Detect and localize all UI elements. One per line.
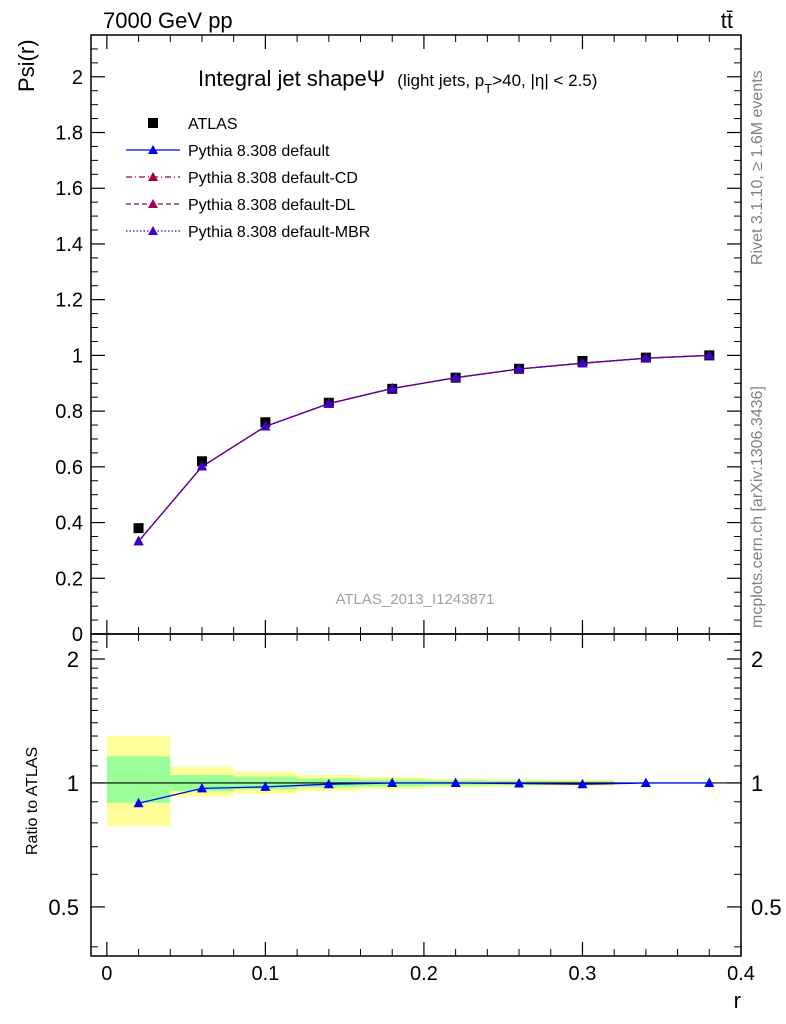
legend-entry-default-cd: Pythia 8.308 default-CD xyxy=(126,170,358,187)
main-y-tick-label: 1.4 xyxy=(55,234,83,256)
ratio-marker xyxy=(196,782,207,793)
legend-marker-default-dl xyxy=(148,199,158,208)
ratio-ylabel: Ratio to ATLAS xyxy=(24,747,41,855)
marker-pythia-8-308-default-mbr xyxy=(450,372,461,382)
main-axes: 0 0.2 0.4 0.6 0.8 1 1.2 1.4 1.6 1.8 2 xyxy=(55,34,742,646)
main-subtitle-sub: T xyxy=(484,81,492,96)
main-y-tick-label: 1.2 xyxy=(55,290,83,312)
energy-label: 7000 GeV pp xyxy=(103,8,233,33)
analysis-watermark: ATLAS_2013_I1243871 xyxy=(335,591,494,608)
marker-pythia-8-308-default-mbr xyxy=(640,352,651,363)
main-y-tick-label: 1.6 xyxy=(55,178,83,200)
ratio-series-line xyxy=(138,782,710,804)
ratio-y-tick-label-right: 2 xyxy=(751,647,763,672)
marker-pythia-8-308-default-mbr xyxy=(514,363,525,374)
x-axis-label: r xyxy=(734,988,741,1013)
x-tick-label: 0 xyxy=(101,963,112,985)
marker-pythia-8-308-default-mbr xyxy=(133,535,144,546)
uncertainty-band-inner xyxy=(106,756,171,803)
ratio-marker xyxy=(640,777,651,787)
main-y-tick-label: 0 xyxy=(72,624,83,646)
legend-marker-default-mbr xyxy=(148,226,158,235)
main-y-tick-label: 0.4 xyxy=(55,513,83,535)
ratio-panel: 0.5 0.5 1 1 2 2 0 0.1 0.2 0.3 0.4 Ratio to ATLAS r xyxy=(24,633,782,1013)
ratio-frame xyxy=(90,633,742,957)
legend-marker-atlas xyxy=(148,118,158,128)
main-title: Integral jet shapeΨ (light jets, pT>40, … xyxy=(198,66,597,96)
legend-entry-default: Pythia 8.308 default xyxy=(126,143,330,160)
main-subtitle-part2: >40, |η| < 2.5) xyxy=(492,71,597,90)
legend-label-default: Pythia 8.308 default xyxy=(188,143,330,160)
process-label: tt̄ xyxy=(721,8,733,33)
marker-pythia-8-308-default-mbr xyxy=(196,461,207,471)
main-plot-content xyxy=(133,349,715,546)
ratio-marker xyxy=(323,778,334,789)
ratio-marker xyxy=(577,778,588,789)
ratio-marker xyxy=(260,781,271,791)
main-y-tick-label: 1 xyxy=(72,345,83,367)
legend-entry-default-dl: Pythia 8.308 default-DL xyxy=(126,197,355,214)
main-subtitle-part1: (light jets, p xyxy=(397,71,484,90)
ratio-marker xyxy=(514,777,525,788)
ratio-axes: 0.5 0.5 1 1 2 2 0 0.1 0.2 0.3 0.4 xyxy=(48,633,782,985)
mcplots-label: mcplots.cern.ch [arXiv:1306.3436] xyxy=(749,386,766,628)
ratio-y-tick-label: 0.5 xyxy=(48,895,79,920)
ratio-y-tick-label-right: 0.5 xyxy=(751,895,782,920)
series-line-pythia-8-308-default-mbr xyxy=(138,354,710,542)
legend-marker-default-cd xyxy=(148,172,158,181)
ratio-y-tick-label: 2 xyxy=(67,647,79,672)
marker-pythia-8-308-default-mbr xyxy=(260,420,271,431)
marker-pythia-8-308-default-mbr xyxy=(704,349,715,360)
main-panel: 0 0.2 0.4 0.6 0.8 1 1.2 1.4 1.6 1.8 2 Integral jet… xyxy=(14,34,742,646)
ratio-marker xyxy=(133,797,144,808)
ratio-marker xyxy=(387,777,398,787)
legend-label-atlas: ATLAS xyxy=(188,116,238,133)
marker-pythia-8-308-default-mbr xyxy=(577,357,588,368)
legend: ATLAS Pythia 8.308 default Pythia 8.308 … xyxy=(126,116,370,241)
legend-label-default-cd: Pythia 8.308 default-CD xyxy=(188,170,358,187)
ratio-marker xyxy=(704,777,715,787)
main-y-tick-label: 2 xyxy=(72,67,83,89)
x-tick-label: 0.3 xyxy=(569,963,597,985)
ratio-marker xyxy=(450,777,461,787)
main-y-tick-label: 1.8 xyxy=(55,123,83,145)
marker-pythia-8-308-default-mbr xyxy=(323,398,334,408)
legend-label-default-dl: Pythia 8.308 default-DL xyxy=(188,197,355,214)
x-tick-label: 0.2 xyxy=(410,963,438,985)
data-point-atlas xyxy=(133,523,144,534)
x-tick-label: 0.4 xyxy=(727,963,755,985)
marker-pythia-8-308-default-mbr xyxy=(387,383,398,393)
legend-entry-default-mbr: Pythia 8.308 default-MBR xyxy=(126,224,370,241)
main-ylabel: Psi(r) xyxy=(14,39,39,92)
main-y-tick-label: 0.2 xyxy=(55,568,83,590)
ratio-y-tick-label-right: 1 xyxy=(751,771,763,796)
main-y-tick-label: 0.8 xyxy=(55,401,83,423)
main-y-tick-label: 0.6 xyxy=(55,457,83,479)
legend-label-default-mbr: Pythia 8.308 default-MBR xyxy=(188,224,370,241)
ratio-y-tick-label: 1 xyxy=(67,771,79,796)
series-line-pythia-8-308-default-dl xyxy=(138,354,710,542)
legend-marker-default xyxy=(148,145,158,154)
main-title-text: Integral jet shapeΨ xyxy=(198,66,385,91)
ratio-plot-content xyxy=(91,736,741,827)
x-tick-label: 0.1 xyxy=(251,963,279,985)
rivet-label: Rivet 3.1.10, ≥ 1.6M events xyxy=(749,70,766,265)
legend-entry-atlas: ATLAS xyxy=(148,116,238,133)
